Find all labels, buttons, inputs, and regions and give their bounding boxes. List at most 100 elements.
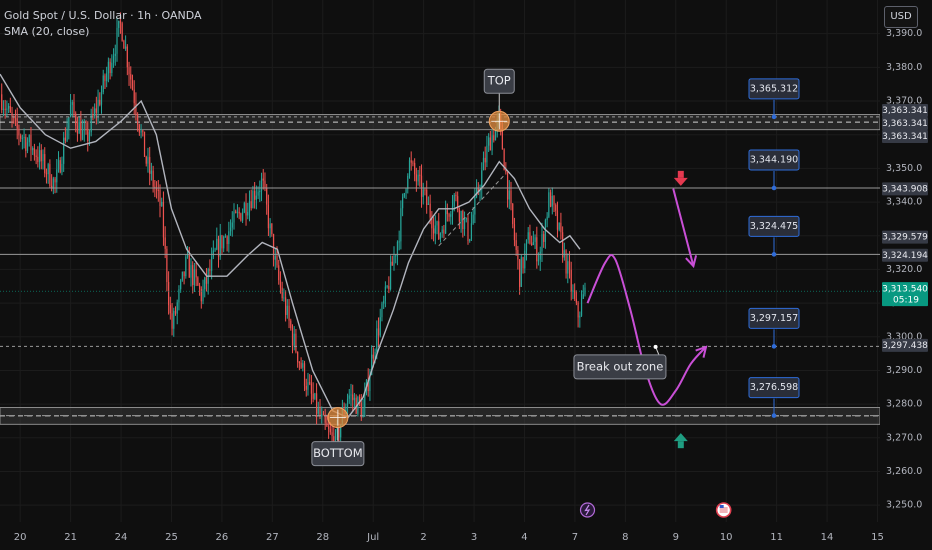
price-axis-tag[interactable] bbox=[882, 103, 928, 117]
level-label-box[interactable] bbox=[748, 215, 800, 237]
time-tick-label: 11 bbox=[770, 532, 783, 543]
time-tick-label: Jul bbox=[366, 532, 379, 543]
candle-body bbox=[192, 265, 194, 286]
candle-body bbox=[147, 157, 149, 164]
candle-body bbox=[88, 132, 91, 142]
level-anchor-dot[interactable] bbox=[771, 114, 777, 120]
price-axis-tag[interactable] bbox=[882, 248, 928, 262]
candle-body bbox=[178, 289, 180, 303]
level-anchor-dot[interactable] bbox=[771, 252, 777, 257]
candle-body bbox=[431, 217, 433, 229]
symbol-title[interactable]: Gold Spot / U.S. Dollar · 1h · OANDA bbox=[4, 9, 202, 22]
level-anchor-dot[interactable] bbox=[771, 185, 777, 191]
candle-body bbox=[140, 130, 142, 133]
candle-body bbox=[537, 259, 540, 262]
candle-body bbox=[567, 261, 569, 274]
candle-body bbox=[223, 237, 225, 249]
candle-body bbox=[491, 135, 493, 151]
price-axis-tag[interactable] bbox=[882, 182, 928, 196]
candle-body bbox=[358, 397, 361, 404]
candle-body bbox=[266, 187, 268, 205]
time-tick-label: 28 bbox=[316, 532, 329, 543]
candle-body bbox=[131, 79, 134, 90]
candle-body bbox=[159, 190, 161, 207]
candle-body bbox=[209, 269, 211, 271]
candle-body bbox=[32, 148, 34, 151]
indicator-label[interactable]: SMA (20, close) bbox=[4, 25, 90, 38]
price-axis-tag[interactable] bbox=[882, 338, 928, 352]
horizontal-levels[interactable]: 3,365.312 3,344.190 3,324.475 3,297.157 3,27… bbox=[0, 78, 880, 418]
candle-body bbox=[379, 317, 381, 336]
price-axis-bg bbox=[880, 0, 932, 550]
candle-body bbox=[436, 221, 438, 226]
candle-body bbox=[446, 210, 448, 215]
candle-body bbox=[185, 256, 187, 277]
price-axis-tag[interactable] bbox=[882, 230, 928, 244]
candle-body bbox=[570, 269, 572, 292]
candle-body bbox=[142, 130, 144, 132]
candle-body bbox=[271, 223, 273, 235]
candle-body bbox=[45, 173, 48, 175]
chart-grid bbox=[0, 0, 929, 522]
level-label-box[interactable] bbox=[748, 307, 800, 329]
time-tick-label: 8 bbox=[622, 532, 628, 543]
candle-body bbox=[539, 251, 541, 260]
candle-body bbox=[460, 210, 462, 222]
candle-body bbox=[202, 289, 204, 302]
candle-body bbox=[238, 211, 240, 214]
level-anchor-dot[interactable] bbox=[771, 413, 777, 418]
candle-body bbox=[348, 395, 350, 399]
candle-body bbox=[315, 393, 318, 414]
candle-body bbox=[78, 121, 80, 134]
currency-button[interactable]: USD bbox=[884, 6, 918, 28]
candle-body bbox=[346, 398, 349, 407]
candle-body bbox=[398, 241, 400, 243]
candle-body bbox=[312, 393, 314, 399]
candle-body bbox=[37, 156, 39, 163]
level-label-box[interactable] bbox=[748, 78, 800, 100]
annotation-box[interactable] bbox=[311, 441, 365, 467]
candle-body bbox=[229, 227, 232, 232]
candle-body bbox=[448, 214, 450, 217]
candle-body bbox=[568, 261, 571, 270]
level-label-text: 3,344.190 bbox=[750, 154, 798, 165]
price-axis-tag[interactable] bbox=[882, 129, 928, 143]
level-anchor-dot[interactable] bbox=[771, 344, 777, 349]
candle-body bbox=[212, 250, 214, 257]
annotation-box[interactable] bbox=[483, 68, 515, 94]
candle-body bbox=[250, 201, 252, 209]
time-tick-label: 15 bbox=[871, 532, 884, 543]
projection-drop-line[interactable] bbox=[672, 188, 695, 267]
candle-body bbox=[582, 294, 584, 299]
level-label-box[interactable] bbox=[748, 149, 800, 171]
candle-body bbox=[124, 46, 127, 49]
candle-body bbox=[143, 131, 146, 157]
candle-body bbox=[87, 129, 89, 142]
candle-body bbox=[405, 189, 407, 193]
candle-body bbox=[221, 235, 223, 249]
time-axis[interactable]: 20 21 24 25 26 27 28 Jul 2 3 4 7 8 9 10 11 14 15 bbox=[0, 502, 884, 550]
price-axis-tag[interactable] bbox=[882, 116, 928, 130]
drawings[interactable]: TOP BOTTOM Break out zone bbox=[311, 68, 708, 467]
candle-body bbox=[164, 237, 166, 249]
candle-body bbox=[403, 192, 405, 197]
level-label-box[interactable] bbox=[748, 377, 800, 399]
candle-body bbox=[520, 257, 522, 287]
trendline-dashed[interactable] bbox=[438, 174, 505, 247]
candle-body bbox=[506, 172, 509, 200]
candle-body bbox=[525, 239, 528, 251]
candle-body bbox=[329, 428, 331, 433]
price-tick-label: 3,290.0 bbox=[886, 365, 922, 376]
candle-body bbox=[524, 250, 526, 269]
candle-body bbox=[419, 174, 421, 176]
time-tick-label: 21 bbox=[64, 532, 77, 543]
candle-body bbox=[384, 286, 387, 301]
annotation-box[interactable] bbox=[573, 354, 667, 380]
candle-body bbox=[457, 196, 459, 210]
candle-body bbox=[510, 190, 512, 204]
candle-body bbox=[388, 286, 390, 290]
last-price-tag[interactable] bbox=[882, 282, 928, 307]
candle-body bbox=[376, 328, 378, 352]
